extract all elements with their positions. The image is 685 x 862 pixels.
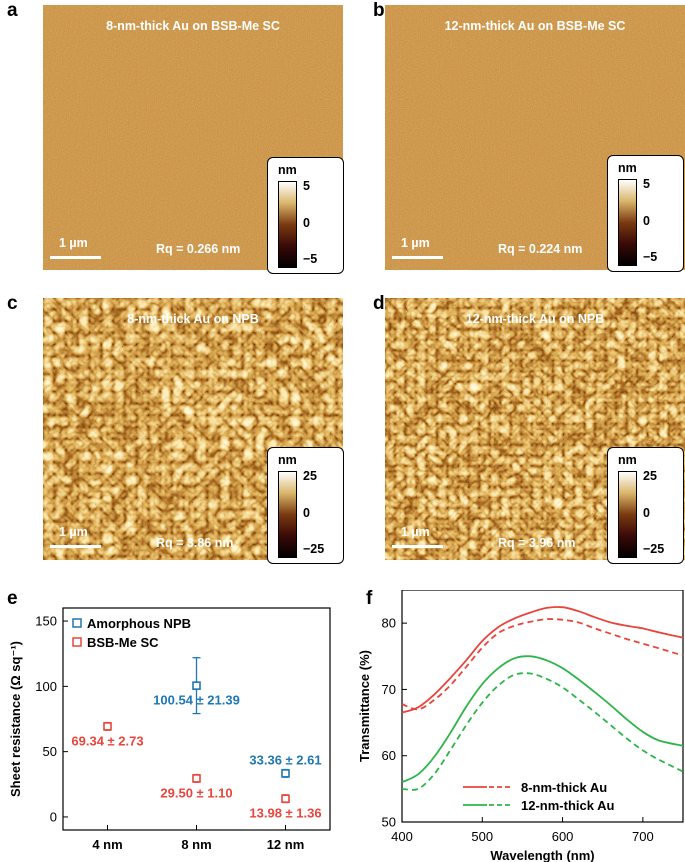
afm-title-d: 12-nm-thick Au on NPB	[465, 312, 605, 326]
rq-value-a: Rq = 0.266 nm	[156, 242, 241, 256]
plot-frame	[401, 590, 684, 823]
scale-bar-d	[392, 545, 443, 548]
rq-value-b: Rq = 0.224 nm	[498, 242, 583, 256]
colorbar-gradient-c	[278, 471, 297, 558]
data-point	[281, 769, 290, 778]
x-tick-label: 4 nm	[92, 837, 122, 852]
afm-texture-a	[43, 5, 343, 270]
colorbar-max-c: 25	[303, 469, 317, 483]
data-point	[192, 774, 201, 783]
colorbar-unit-c: nm	[278, 453, 297, 467]
scale-bar-a	[50, 256, 101, 259]
data-label: 100.54 ± 21.39	[153, 693, 240, 708]
y-tick-label: 100	[35, 679, 57, 694]
y-tick-label: 0	[50, 809, 57, 824]
series-line	[401, 672, 684, 791]
legend-marker	[72, 618, 82, 628]
colorbar-mid-c: 0	[303, 506, 310, 520]
scale-label-b: 1 µm	[401, 236, 430, 250]
colorbar-min-a: −5	[303, 252, 318, 266]
x-tick-label: 12 nm	[267, 837, 305, 852]
afm-title-c: 8-nm-thick Au on NPB	[127, 312, 259, 326]
legend-marker	[72, 637, 82, 647]
afm-texture-c	[43, 298, 343, 560]
x-tick-label: 500	[471, 829, 493, 844]
colorbar-unit-d: nm	[618, 453, 637, 467]
scale-label-d: 1 µm	[401, 525, 430, 539]
colorbar-mid-a: 0	[303, 216, 310, 230]
colorbar-gradient-b	[618, 179, 637, 266]
panel-letter-a: a	[7, 0, 18, 21]
afm-texture-b	[385, 5, 685, 270]
x-tick-label: 8 nm	[181, 837, 211, 852]
colorbar-c: nm 25 0 −25	[267, 447, 344, 564]
transmittance-chart: 400 500 600 700 50 60 70 80 Wavelength (nm) Trans…	[357, 590, 684, 862]
data-label: 69.34 ± 2.73	[71, 733, 143, 748]
afm-image-c: 8-nm-thick Au on NPB 1 µm Rq = 3.86 nm	[43, 298, 343, 560]
afm-image-a: 8-nm-thick Au on BSB-Me SC 1 µm Rq = 0.2…	[43, 5, 343, 270]
scale-label-a: 1 µm	[59, 236, 88, 250]
data-label: 29.50 ± 1.10	[160, 785, 232, 800]
colorbar-min-c: −25	[303, 542, 325, 556]
rq-value-c: Rq = 3.86 nm	[156, 536, 234, 550]
legend-label: BSB-Me SC	[87, 635, 159, 650]
scale-bar-c	[50, 545, 101, 548]
y-tick-label: 150	[35, 614, 57, 629]
legend-label: 8-nm-thick Au	[521, 780, 607, 795]
data-label: 33.36 ± 2.61	[249, 752, 321, 767]
x-tick-label: 400	[391, 829, 413, 844]
colorbar-d: nm 25 0 −25	[607, 447, 684, 564]
data-label: 13.98 ± 1.36	[249, 806, 321, 821]
colorbar-b: nm 5 0 −5	[607, 155, 684, 272]
data-point	[192, 681, 201, 690]
panel-letter-d: d	[373, 293, 385, 314]
y-tick-label: 70	[382, 682, 396, 697]
data-point	[281, 794, 290, 803]
colorbar-gradient-a	[278, 181, 297, 268]
colorbar-min-b: −5	[643, 250, 658, 264]
colorbar-a: nm 5 0 −5	[267, 157, 344, 274]
panel-letter-e: e	[7, 588, 18, 609]
legend-label: Amorphous NPB	[87, 616, 191, 631]
scale-label-c: 1 µm	[59, 525, 88, 539]
colorbar-max-a: 5	[303, 179, 310, 193]
legend-label: 12-nm-thick Au	[521, 798, 614, 813]
y-tick-label: 50	[382, 815, 396, 830]
afm-image-b: 12-nm-thick Au on BSB-Me SC 1 µm Rq = 0.…	[385, 5, 685, 270]
colorbar-min-d: −25	[643, 542, 665, 556]
colorbar-mid-b: 0	[643, 214, 650, 228]
colorbar-mid-d: 0	[643, 506, 650, 520]
rq-value-d: Rq = 3.96 nm	[498, 536, 576, 550]
colorbar-max-d: 25	[643, 469, 657, 483]
y-tick-label: 80	[382, 616, 396, 631]
colorbar-max-b: 5	[643, 177, 650, 191]
y-tick-label: 50	[43, 744, 57, 759]
panel-letter-c: c	[7, 293, 18, 314]
series-line	[401, 655, 684, 784]
colorbar-unit-b: nm	[618, 161, 637, 175]
y-axis-label: Transmittance (%)	[357, 650, 372, 762]
colorbar-gradient-d	[618, 471, 637, 558]
x-axis-label: Wavelength (nm)	[490, 848, 594, 862]
series-line	[401, 606, 684, 714]
series-line	[401, 618, 684, 711]
panel-letter-f: f	[366, 588, 373, 609]
afm-title-a: 8-nm-thick Au on BSB-Me SC	[106, 19, 280, 33]
y-axis-label: Sheet resistance (Ω sq⁻¹)	[8, 641, 23, 797]
scale-bar-b	[392, 256, 443, 259]
colorbar-unit-a: nm	[278, 163, 297, 177]
afm-title-b: 12-nm-thick Au on BSB-Me SC	[444, 19, 626, 33]
sheet-resistance-chart: 0 50 100 150 4 nm 8 nm 12 nm Sheet resistance (…	[8, 607, 331, 852]
x-tick-label: 700	[632, 829, 654, 844]
data-point	[103, 722, 112, 731]
y-tick-label: 60	[382, 748, 396, 763]
x-tick-label: 600	[552, 829, 574, 844]
panel-letter-b: b	[373, 0, 385, 21]
